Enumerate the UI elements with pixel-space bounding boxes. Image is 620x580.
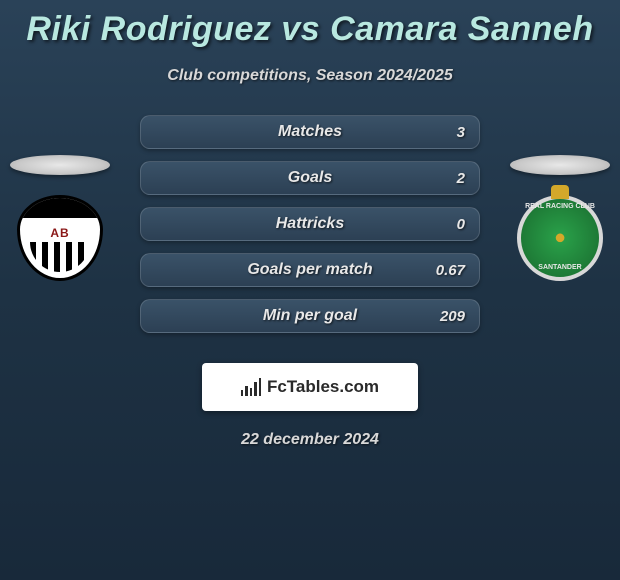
player2-badge: REAL RACING CLUB SANTANDER (510, 155, 610, 281)
subtitle: Club competitions, Season 2024/2025 (0, 67, 620, 85)
stat-right-value: 3 (435, 124, 465, 141)
stats-list: Matches 3 Goals 2 Hattricks 0 Goals per … (140, 115, 480, 345)
stat-row-min-per-goal: Min per goal 209 (140, 299, 480, 333)
stat-row-hattricks: Hattricks 0 (140, 207, 480, 241)
stat-label: Min per goal (141, 307, 479, 325)
racing-santander-crest-icon: REAL RACING CLUB SANTANDER (517, 195, 603, 281)
stat-right-value: 209 (435, 308, 465, 325)
stat-right-value: 2 (435, 170, 465, 187)
stat-label: Hattricks (141, 215, 479, 233)
crest-bottom-text: SANTANDER (521, 264, 599, 271)
player2-nameplate (510, 155, 610, 175)
comparison-panel: REAL RACING CLUB SANTANDER Matches 3 Goa… (0, 115, 620, 345)
page-title: Riki Rodriguez vs Camara Sanneh (0, 0, 620, 49)
player1-badge (10, 155, 110, 281)
stat-row-matches: Matches 3 (140, 115, 480, 149)
crest-top-text: REAL RACING CLUB (521, 203, 599, 210)
stat-row-goals: Goals 2 (140, 161, 480, 195)
stat-label: Goals (141, 169, 479, 187)
stat-right-value: 0 (435, 216, 465, 233)
stat-label: Matches (141, 123, 479, 141)
fctables-logo[interactable]: FcTables.com (202, 363, 418, 411)
stat-row-goals-per-match: Goals per match 0.67 (140, 253, 480, 287)
date-label: 22 december 2024 (0, 431, 620, 449)
stat-label: Goals per match (141, 261, 479, 279)
logo-text: FcTables.com (267, 377, 379, 397)
albacete-crest-icon (17, 195, 103, 281)
bar-chart-icon (241, 378, 261, 396)
stat-right-value: 0.67 (435, 262, 465, 279)
player1-nameplate (10, 155, 110, 175)
